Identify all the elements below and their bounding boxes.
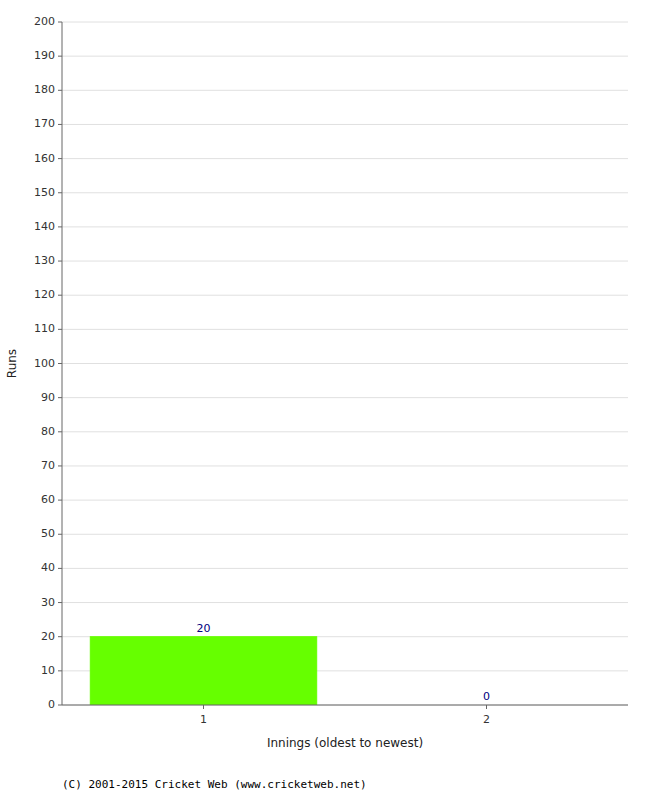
y-tick [58,158,62,159]
y-tick [58,465,62,466]
grid-line [62,602,628,603]
grid-line [62,363,628,364]
x-tick-label: 1 [200,713,207,726]
y-tick-label: 110 [34,322,55,335]
y-tick [58,534,62,535]
y-tick [58,261,62,262]
y-tick-label: 60 [41,493,55,506]
y-tick [58,90,62,91]
grid-line [62,22,628,23]
y-tick-label: 120 [34,288,55,301]
grid-line [62,465,628,466]
y-tick [58,295,62,296]
grid-line [62,295,628,296]
y-tick [58,602,62,603]
grid-line [62,431,628,432]
y-tick [58,22,62,23]
grid-line [62,500,628,501]
y-tick-label: 70 [41,459,55,472]
grid-line [62,192,628,193]
y-tick [58,397,62,398]
x-axis-label: Innings (oldest to newest) [267,736,423,750]
x-tick [486,705,487,709]
y-tick-label: 40 [41,561,55,574]
y-tick [58,670,62,671]
y-tick [58,124,62,125]
y-tick-label: 0 [48,698,55,711]
grid-line [62,56,628,57]
y-tick-label: 180 [34,83,55,96]
y-tick-label: 160 [34,152,55,165]
grid-line [62,329,628,330]
y-axis-label: Runs [5,349,19,378]
grid-line [62,568,628,569]
chart: 0102030405060708090100110120130140150160… [0,0,650,800]
y-tick-label: 200 [34,15,55,28]
data-label: 20 [197,622,211,635]
y-tick-label: 190 [34,49,55,62]
y-tick [58,500,62,501]
y-tick [58,636,62,637]
y-tick-label: 80 [41,425,55,438]
footer-text: (C) 2001-2015 Cricket Web (www.cricketwe… [62,778,367,791]
grid-line [62,705,628,706]
y-tick-label: 10 [41,664,55,677]
y-tick [58,226,62,227]
x-tick [203,705,204,709]
y-tick-label: 150 [34,186,55,199]
y-tick [58,56,62,57]
y-tick [58,431,62,432]
y-tick [58,705,62,706]
grid-line [62,226,628,227]
grid [62,22,628,705]
y-tick [58,192,62,193]
axes: 0102030405060708090100110120130140150160… [34,15,628,726]
bar [90,637,316,705]
y-tick-label: 130 [34,254,55,267]
grid-line [62,90,628,91]
grid-line [62,534,628,535]
y-tick [58,363,62,364]
y-tick-label: 140 [34,220,55,233]
data-labels: 20 0 [197,622,491,703]
grid-line [62,261,628,262]
x-axis-line [62,705,628,706]
y-tick-label: 170 [34,117,55,130]
data-label: 0 [483,690,490,703]
grid-line [62,397,628,398]
y-tick-label: 20 [41,630,55,643]
y-tick-label: 50 [41,527,55,540]
y-tick-label: 30 [41,596,55,609]
y-tick-label: 100 [34,357,55,370]
y-tick [58,568,62,569]
grid-line [62,158,628,159]
x-tick-label: 2 [483,713,490,726]
bars [90,637,316,705]
grid-line [62,124,628,125]
y-tick [58,329,62,330]
y-tick-label: 90 [41,391,55,404]
